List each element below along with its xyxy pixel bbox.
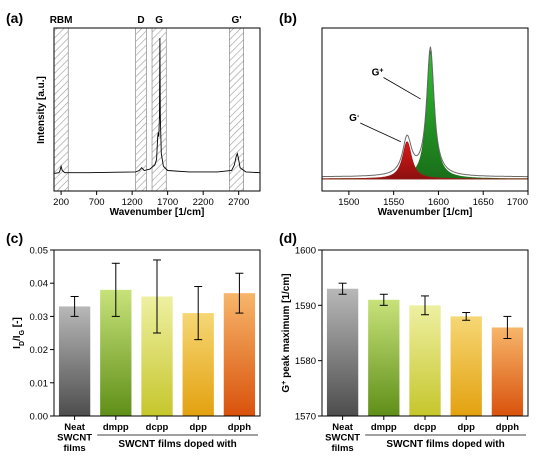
panel-b-x-tick-label: 1500 xyxy=(338,197,359,208)
panel-a-plot-frame xyxy=(53,27,261,192)
panel-b-x-tick-label: 1700 xyxy=(507,197,528,208)
panel-a-label: (a) xyxy=(6,10,23,26)
panel-a-x-tick-label: 1200 xyxy=(122,197,143,208)
panel-c-category-label: dmpp xyxy=(103,422,129,433)
panel-d-y-tick-label: 1600 xyxy=(295,246,316,257)
panel-c-y-axis-label: ID/IG [-] xyxy=(12,317,26,349)
panel-b-peak-fit: (b) G+ G- 1500 1550 1600 1650 1700 Wavenumber… xyxy=(279,10,529,218)
panel-d-label: (d) xyxy=(279,230,297,246)
panel-c-y-tick-label: 0.00 xyxy=(30,412,49,423)
panel-c-category-label: films xyxy=(64,443,86,454)
panel-c-category-label: dpp xyxy=(189,422,207,433)
panel-b-label: (b) xyxy=(279,10,297,26)
panel-a-x-tick-label: 700 xyxy=(89,197,105,208)
panel-b-plot-frame xyxy=(321,27,529,192)
panel-a-x-tick-label: 200 xyxy=(53,197,69,208)
band-d-region xyxy=(135,27,147,192)
panel-c-category-label: dcpp xyxy=(146,422,169,433)
panel-d-bar-4 xyxy=(491,327,524,416)
panel-a-x-tick-label: 1700 xyxy=(157,197,178,208)
panel-a-spectrum-line xyxy=(53,37,261,174)
peak-annotation-leader-0 xyxy=(383,77,421,100)
panel-d-bar-2 xyxy=(409,305,441,416)
panel-b-x-axis-label: Wavenumber [1/cm] xyxy=(378,207,473,218)
band-label-0: RBM xyxy=(50,15,73,26)
panel-d-bar-3 xyxy=(450,316,482,416)
panel-c-label: (c) xyxy=(6,230,23,246)
panel-d-category-label: dcpp xyxy=(414,422,437,433)
peak-annotation-1: G- xyxy=(349,113,360,125)
panel-a-raman-spectrum: (a) RBM D G G' 200 700 1200 1700 2200 2700 Waven… xyxy=(6,10,261,218)
panel-c-y-tick-label: 0.01 xyxy=(30,378,49,389)
panel-c-category-label: Neat xyxy=(64,422,85,433)
panel-d-category-label: dpph xyxy=(496,422,519,433)
band-label-1: D xyxy=(137,15,144,26)
panel-d-category-label: dpp xyxy=(457,422,475,433)
panel-c-bar-0 xyxy=(58,306,91,416)
panel-d-y-tick-label: 1570 xyxy=(295,412,316,423)
panel-d-category-label: SWCNT xyxy=(325,433,360,444)
panel-a-x-tick-label: 2200 xyxy=(193,197,214,208)
panel-c-bar-4 xyxy=(223,293,256,416)
panel-d-bar-0 xyxy=(326,288,359,416)
panel-c-category-label: SWCNT xyxy=(57,433,92,444)
peak-annotation-leader-1 xyxy=(360,122,401,143)
panel-c-y-tick-label: 0.05 xyxy=(30,246,49,257)
panel-a-x-axis-label: Wavenumber [1/cm] xyxy=(110,207,205,218)
peak-fill-g-minus xyxy=(321,141,529,180)
panel-c-id-ig-ratio: (c) 0.00 0.01 0.02 0.03 0.04 0.05 NeatSWCNTfi… xyxy=(6,230,261,454)
peak-envelope-line xyxy=(322,46,528,178)
panel-d-y-axis-label: G+ peak maximum [1/cm] xyxy=(281,273,293,392)
panel-c-y-tick-label: 0.02 xyxy=(30,345,49,356)
panel-d-category-label: films xyxy=(332,443,354,454)
panel-d-y-tick-label: 1590 xyxy=(295,301,316,312)
panel-d-bar-1 xyxy=(368,299,400,416)
panel-b-x-tick-label: 1600 xyxy=(428,197,449,208)
panel-a-x-tick-label: 2700 xyxy=(228,197,249,208)
panel-d-y-tick-label: 1580 xyxy=(295,356,316,367)
panel-a-y-axis-label: Intensity [a.u.] xyxy=(36,76,47,144)
panel-d-category-label: dmpp xyxy=(371,422,397,433)
panel-c-category-label: dpph xyxy=(228,422,251,433)
band-gprime-region xyxy=(229,27,244,192)
panel-c-y-tick-label: 0.04 xyxy=(30,279,49,290)
panel-b-x-tick-label: 1650 xyxy=(473,197,494,208)
panel-d-category-label: Neat xyxy=(332,422,353,433)
panel-b-x-tick-label: 1550 xyxy=(383,197,404,208)
peak-annotation-0: G+ xyxy=(372,67,384,79)
panel-c-y-tick-label: 0.03 xyxy=(30,312,49,323)
panel-c-group-label: SWCNT films doped with xyxy=(118,439,236,450)
panel-d-group-label: SWCNT films doped with xyxy=(386,439,504,450)
band-label-3: G' xyxy=(231,15,241,26)
band-label-2: G xyxy=(155,15,163,26)
